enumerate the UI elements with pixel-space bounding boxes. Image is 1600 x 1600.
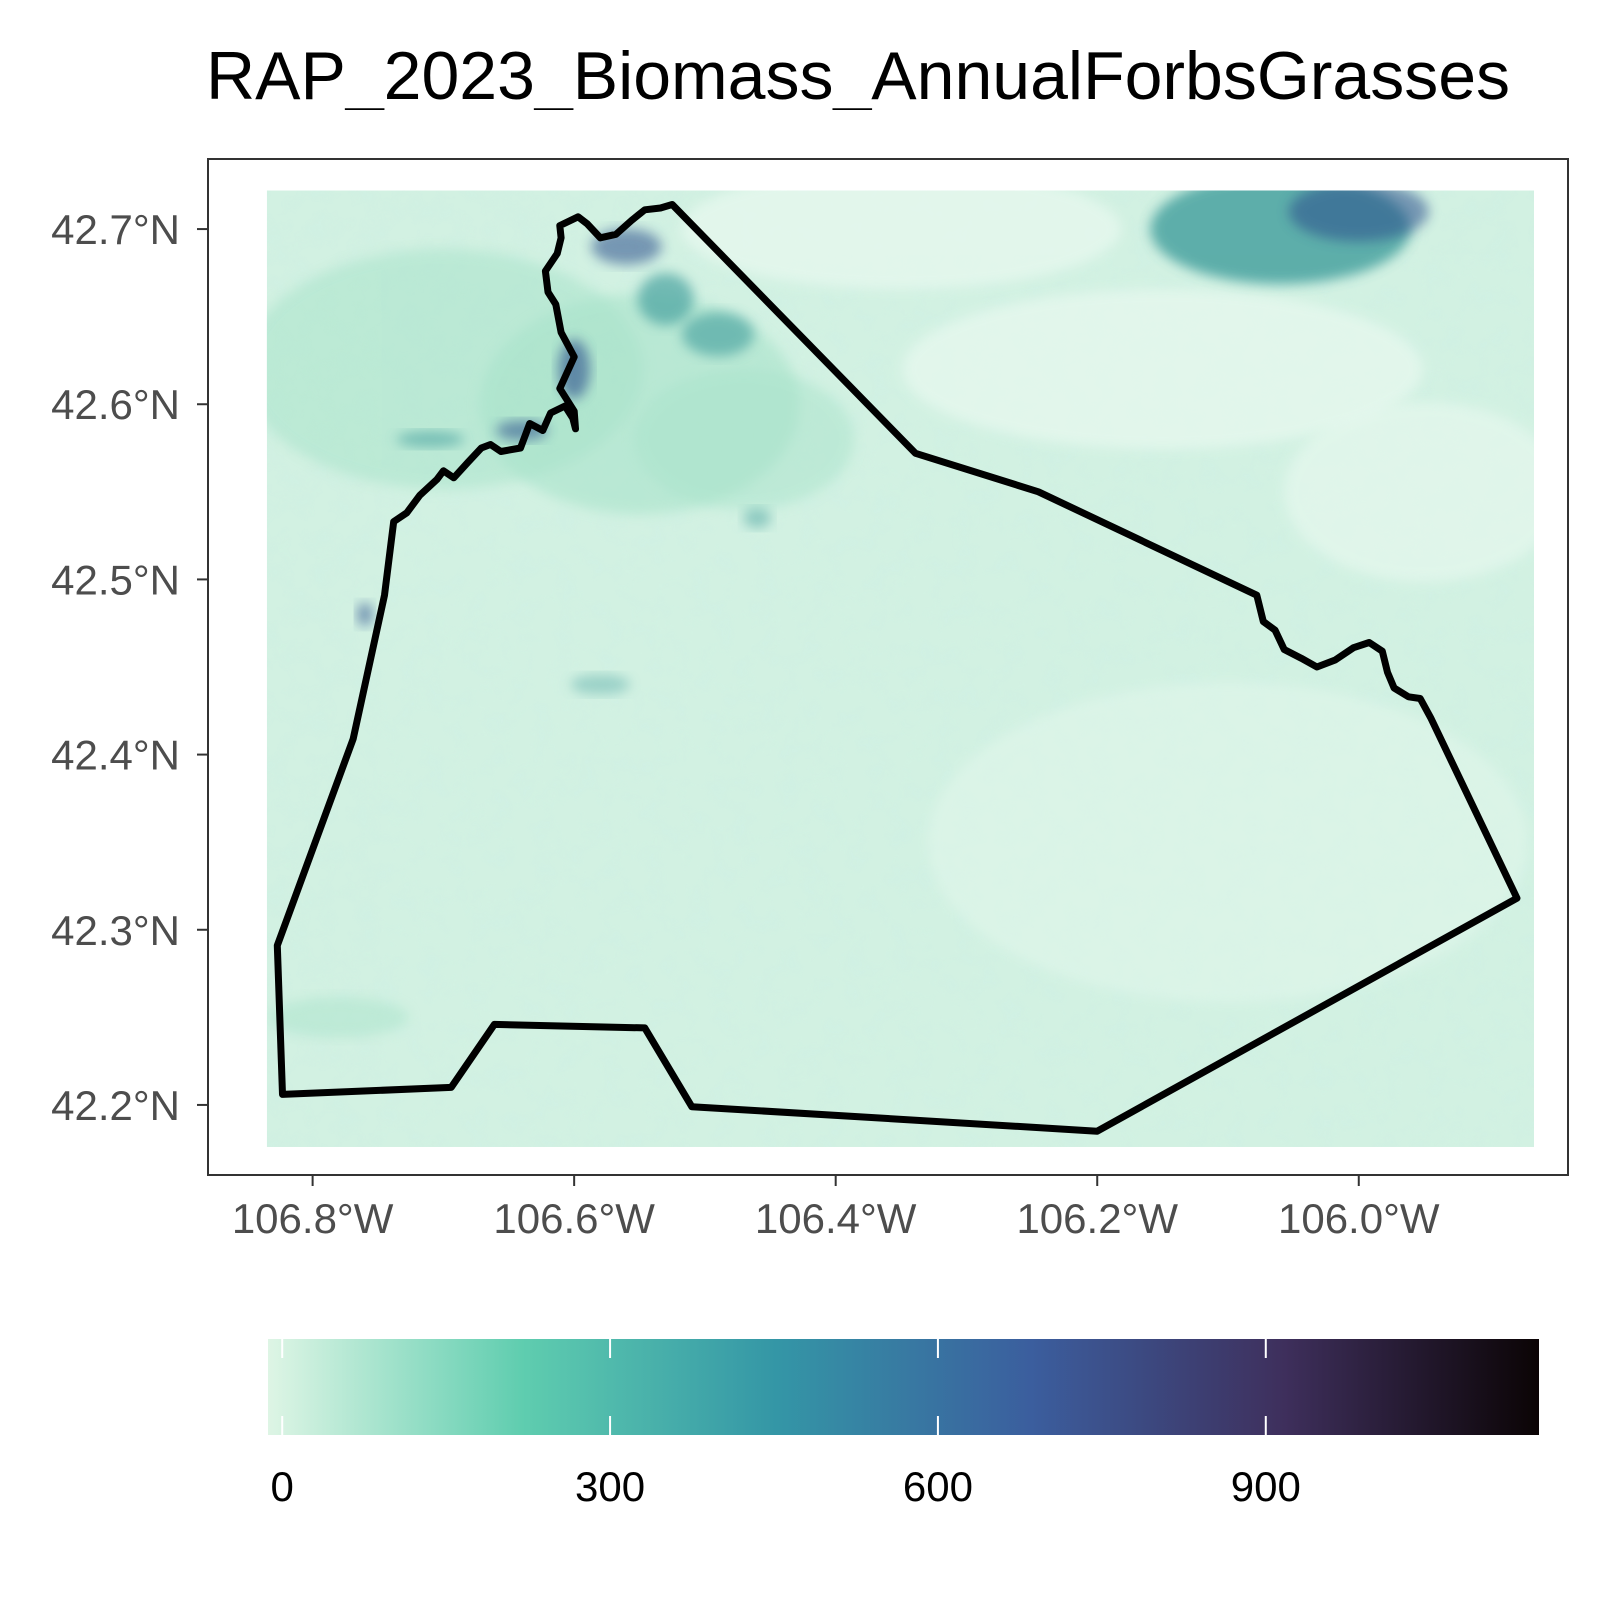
colorbar-legend: 0 300 600 900	[268, 1339, 1539, 1510]
biomass-patch	[570, 674, 631, 695]
biomass-patch	[1288, 190, 1429, 242]
panel-border	[207, 158, 1569, 1176]
biomass-patch	[637, 273, 694, 326]
y-axis: 42.2°N 42.3°N 42.4°N 42.5°N 42.6°N 42.7°N	[51, 206, 208, 1129]
y-tick-label: 42.6°N	[51, 381, 180, 428]
x-tick-label: 106.2°W	[1016, 1195, 1178, 1242]
x-tick-label: 106.6°W	[493, 1195, 655, 1242]
y-tick-label: 42.4°N	[51, 732, 180, 779]
y-tick-label: 42.2°N	[51, 1082, 180, 1129]
biomass-patch	[396, 431, 465, 448]
biomass-patch	[902, 289, 1423, 450]
colorbar-tick-label: 900	[1231, 1463, 1301, 1510]
colorbar-ticks: 0 300 600 900	[271, 1339, 1301, 1510]
colorbar-tick-label: 600	[903, 1463, 973, 1510]
biomass-patch	[928, 682, 1528, 1003]
y-tick-label: 42.7°N	[51, 206, 180, 253]
raster-layer	[266, 190, 1534, 1147]
biomass-patch	[743, 508, 772, 529]
biomass-patch	[356, 602, 373, 627]
biomass-patch	[558, 339, 591, 400]
colorbar	[268, 1339, 1539, 1435]
x-tick-label: 106.4°W	[755, 1195, 917, 1242]
biomass-patch	[634, 369, 855, 510]
x-tick-label: 106.0°W	[1278, 1195, 1440, 1242]
y-tick-label: 42.3°N	[51, 907, 180, 954]
x-axis: 106.8°W 106.6°W 106.4°W 106.2°W 106.0°W	[232, 1175, 1440, 1242]
colorbar-tick-label: 0	[271, 1463, 294, 1510]
x-tick-label: 106.8°W	[232, 1195, 394, 1242]
raster-biomass-patches	[266, 190, 1534, 1038]
colorbar-tick-label: 300	[575, 1463, 645, 1510]
biomass-patch	[1284, 401, 1534, 582]
y-tick-label: 42.5°N	[51, 556, 180, 603]
biomass-patch	[681, 190, 1122, 290]
study-area-boundary	[273, 201, 1521, 1135]
biomass-patch	[268, 997, 409, 1038]
chart-title: RAP_2023_Biomass_AnnualForbsGrasses	[206, 42, 1511, 110]
biomass-patch	[682, 312, 754, 357]
